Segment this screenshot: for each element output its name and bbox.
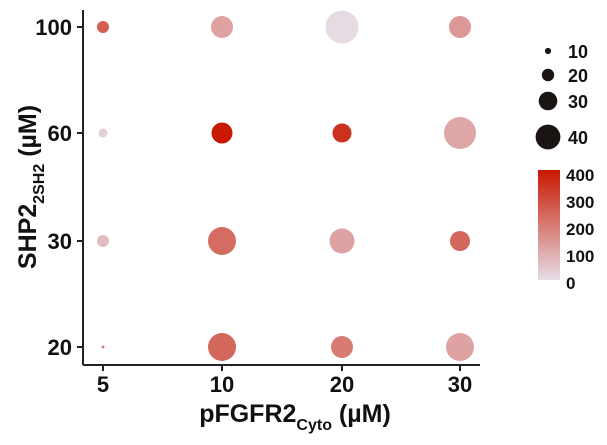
- size-legend-label: 40: [568, 128, 588, 148]
- x-axis-title: pFGFR2Cyto (µM): [199, 400, 391, 434]
- bubble-x5-y30: [97, 235, 109, 247]
- y-axis-title-main: SHP2: [14, 204, 42, 269]
- size-legend-label: 30: [568, 92, 588, 112]
- size-legend-label: 10: [568, 42, 588, 62]
- colorbar-ticks: 0 100 200 300 400: [566, 166, 594, 293]
- y-axis-title: SHP22SH2 (µM): [14, 105, 48, 269]
- colorbar-tick-label: 100: [566, 247, 594, 266]
- colorbar-tick-label: 400: [566, 166, 594, 185]
- colorbar-tick-label: 0: [566, 274, 575, 293]
- size-legend-dot: [535, 124, 561, 150]
- x-axis-ticks: 5 10 20 30: [97, 365, 472, 397]
- y-tick-label: 100: [35, 15, 72, 40]
- bubble-x10-y20: [208, 333, 236, 361]
- bubble-layer: [97, 10, 476, 361]
- bubble-x5-y100: [97, 21, 109, 33]
- bubble-x30-y60: [444, 117, 476, 149]
- bubble-x30-y100: [449, 16, 471, 38]
- bubble-x10-y30: [208, 227, 236, 255]
- colorbar: [538, 170, 560, 280]
- x-axis-title-sub: Cyto: [296, 417, 332, 434]
- y-axis-ticks: 20 30 60 100: [35, 15, 83, 360]
- x-axis-title-main: pFGFR2: [199, 400, 296, 428]
- size-legend-dot: [544, 47, 552, 55]
- x-tick-label: 30: [448, 372, 472, 397]
- bubble-x10-y60: [211, 122, 233, 144]
- bubble-x5-y20: [101, 345, 105, 349]
- x-axis-title-unit: (µM): [332, 400, 391, 428]
- bubble-x10-y100: [211, 16, 233, 38]
- bubble-x30-y20: [446, 333, 474, 361]
- size-legend: 10 20 30 40: [535, 42, 588, 150]
- bubble-x20-y100: [325, 10, 359, 44]
- y-axis-title-unit: (µM): [14, 105, 42, 164]
- size-legend-label: 20: [568, 66, 588, 86]
- bubble-x20-y20: [331, 336, 353, 358]
- y-tick-label: 20: [48, 335, 72, 360]
- x-tick-label: 5: [97, 372, 109, 397]
- size-legend-dot: [541, 68, 555, 82]
- x-tick-label: 20: [330, 372, 354, 397]
- bubble-x20-y60: [332, 123, 352, 143]
- size-legend-dot: [538, 91, 558, 111]
- bubble-x20-y30: [329, 228, 355, 254]
- colorbar-tick-label: 300: [566, 193, 594, 212]
- y-axis-title-sub: 2SH2: [31, 164, 48, 204]
- bubble-x5-y60: [98, 128, 108, 138]
- y-tick-label: 60: [48, 121, 72, 146]
- x-tick-label: 10: [210, 372, 234, 397]
- bubble-x30-y30: [450, 231, 470, 251]
- colorbar-tick-label: 200: [566, 220, 594, 239]
- color-legend: 0 100 200 300 400: [538, 166, 594, 293]
- y-tick-label: 30: [48, 229, 72, 254]
